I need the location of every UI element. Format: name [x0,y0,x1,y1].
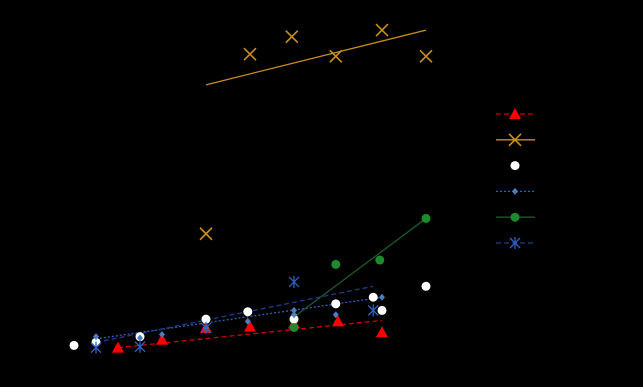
series-2-point-1-shape [199,227,213,241]
series-1-point-6-shape [332,315,344,327]
series-3-point-6 [289,314,299,324]
series-2-point-5 [375,23,389,37]
legend [496,108,535,249]
series-4-point-1 [93,333,99,341]
legend-entry-2-marker [508,133,522,147]
series-3-point-10 [421,281,431,291]
series-6-point-1 [90,341,102,354]
series-5-point-3-shape [375,255,385,265]
legend-entry-6 [496,237,535,249]
legend-entry-5-marker [510,212,520,222]
legend-entry-2-marker-shape [508,133,522,147]
legend-entry-6-marker-shape [509,237,521,249]
legend-entry-4-marker [512,187,518,195]
series-2-point-5-shape [375,23,389,37]
series-3-point-8-shape [368,292,378,302]
series-3-point-7-shape [331,299,341,309]
series-1-point-4 [244,320,256,332]
series-3-point-1-shape [69,340,79,350]
series-2-point-2 [243,47,257,61]
series-2-trend-line [205,29,427,86]
series-3-point-6-shape [289,314,299,324]
series-1-point-7-shape [376,326,388,338]
series-1-point-7 [376,326,388,338]
series-4-point-7 [291,311,297,319]
legend-entry-6-marker [509,237,521,249]
series-4-point-6 [291,306,297,314]
series-1-point-4-shape [244,320,256,332]
legend-entry-2 [496,133,535,147]
series-3-point-4-shape [201,314,211,324]
series-3-point-10-shape [421,281,431,291]
series-2-point-4-shape [329,49,343,63]
series-6-point-4-shape [288,275,300,288]
series-5-point-2-shape [331,259,341,269]
legend-entry-3 [510,161,520,171]
series-6-point-3-shape [200,321,212,334]
series-4-point-3 [159,330,165,338]
series-6-point-5-shape [367,304,379,317]
series-5-point-2 [331,259,341,269]
series-4-point-5-shape [244,317,251,325]
series-3-point-1 [69,340,79,350]
series-2-point-2-shape [243,47,257,61]
series-6-trend-line [95,285,374,344]
series-1-point-1-shape [112,341,124,353]
series-3-point-5 [243,307,253,317]
series-5-trend-line [293,217,427,318]
legend-entry-4 [496,187,535,195]
series-1-point-6 [332,315,344,327]
legend-entry-5 [496,212,535,222]
series-2-point-3 [285,30,299,44]
series-2-point-6-shape [419,49,433,63]
series-4-point-7-shape [291,311,297,319]
series-4-point-5 [244,317,251,325]
series-3-point-9 [377,305,387,315]
series-2-point-1 [199,227,213,241]
legend-entry-1-marker [509,108,521,119]
series-3-point-8 [368,292,378,302]
series-4-point-2 [137,334,143,342]
series-4-point-8-shape [332,311,339,319]
series-1-point-2 [156,333,168,345]
series-4-point-8 [332,311,339,319]
legend-entry-3-marker-shape [510,161,520,171]
legend-entry-5-marker-shape [510,212,520,222]
series-6-point-5 [367,304,379,317]
series-4-point-2-shape [137,334,143,342]
series-1-point-2-shape [156,333,168,345]
series-4-point-6-shape [291,306,297,314]
series-5-point-3 [375,255,385,265]
series-3-point-5-shape [243,307,253,317]
series-2-point-6 [419,49,433,63]
series-4-point-3-shape [159,330,165,338]
legend-entry-3-marker [510,161,520,171]
series-2-point-4 [329,49,343,63]
series-6-point-2-shape [134,340,146,353]
series-4-point-9 [379,293,385,301]
legend-entry-1 [496,108,535,119]
series-5-point-4-shape [421,213,431,223]
series-2-point-3-shape [285,30,299,44]
series-5-point-1 [289,322,299,332]
series-4-point-1-shape [93,333,99,341]
series-5-point-1-shape [289,322,299,332]
series-6-point-4 [288,275,300,288]
series-3-point-4 [201,314,211,324]
series-6-point-3 [200,321,212,334]
legend-entry-1-marker-shape [509,108,521,119]
series-3-point-9-shape [377,305,387,315]
series-1-point-1 [112,341,124,353]
series-6-point-1-shape [90,341,102,354]
data-points [69,23,433,354]
series-5-point-4 [421,213,431,223]
legend-entry-4-marker-shape [512,187,518,195]
series-3-point-7 [331,299,341,309]
series-6-point-2 [134,340,146,353]
series-4-point-9-shape [379,293,385,301]
